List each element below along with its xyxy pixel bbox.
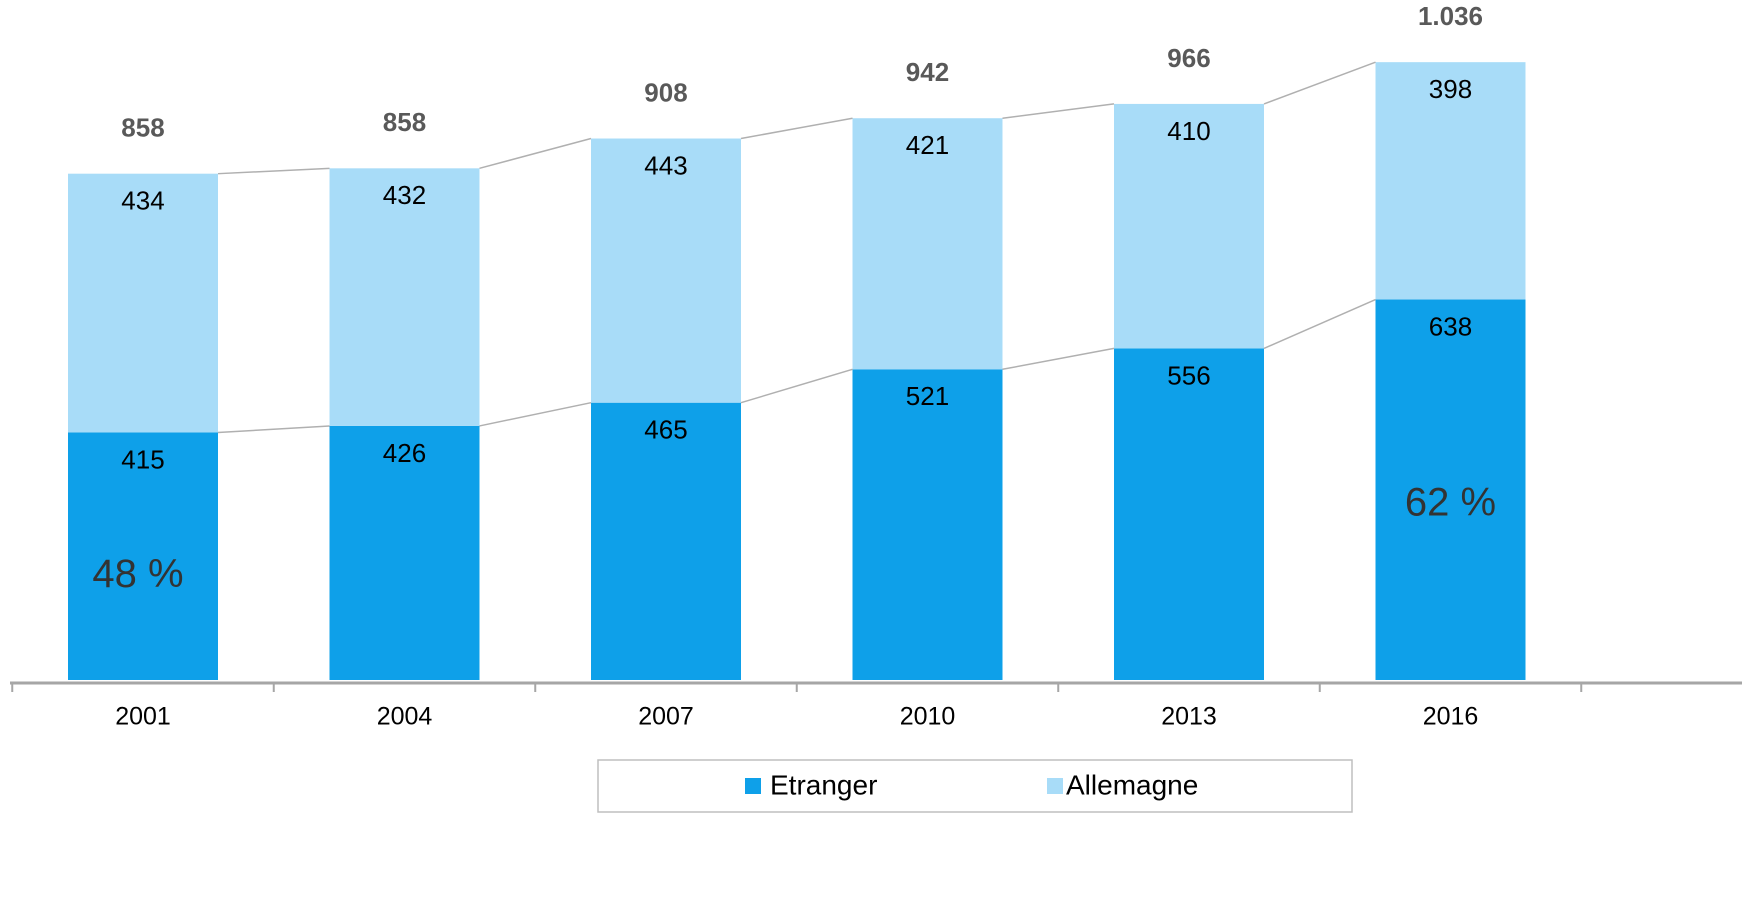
segment-label: 434 [121, 186, 164, 216]
x-tick-label: 2001 [115, 703, 171, 731]
bar-segment [852, 118, 1003, 370]
segment-label: 421 [906, 130, 949, 160]
segment-label: 443 [644, 150, 687, 180]
legend-swatch [745, 778, 761, 794]
segment-label: 521 [906, 381, 949, 411]
x-tick-label: 2010 [900, 703, 956, 731]
bar-segment [68, 173, 218, 433]
segment-label: 410 [1167, 116, 1210, 146]
total-label: 858 [383, 107, 426, 137]
bar-segment [591, 138, 741, 403]
x-tick-label: 2007 [638, 703, 694, 731]
annotation: 62 % [1405, 480, 1496, 524]
connector-line [217, 425, 330, 434]
connector-line [1002, 103, 1115, 119]
legend-label: Etranger [770, 769, 877, 800]
bar-segment [852, 369, 1003, 680]
x-tick-label: 2013 [1161, 703, 1217, 731]
bar-segment [1375, 62, 1526, 300]
connector-line [740, 117, 853, 140]
bar-segment [68, 432, 218, 680]
x-tick-label: 2004 [377, 703, 433, 731]
total-label: 1.036 [1418, 1, 1483, 31]
total-label: 942 [906, 57, 949, 87]
segment-label: 426 [383, 438, 426, 468]
total-label: 858 [121, 113, 164, 143]
legend-label: Allemagne [1066, 769, 1198, 800]
segment-label: 415 [121, 444, 164, 474]
connector-line [1002, 347, 1115, 371]
segment-label: 398 [1429, 74, 1472, 104]
connector-line [1263, 298, 1376, 350]
bar-segment [591, 402, 741, 680]
segment-label: 465 [644, 415, 687, 445]
legend-box [597, 759, 1353, 813]
bar-segment [329, 425, 480, 680]
bar-segment [1114, 103, 1264, 349]
total-label: 908 [644, 77, 687, 107]
bar-segment [1114, 348, 1264, 680]
legend-swatch [1047, 778, 1063, 794]
connector-line [1263, 61, 1376, 105]
bar-segment [1375, 299, 1526, 680]
connector-line [479, 137, 592, 170]
connector-line [479, 401, 592, 427]
x-tick-label: 2016 [1423, 703, 1479, 731]
connector-line [217, 167, 330, 175]
segment-label: 556 [1167, 360, 1210, 390]
total-label: 966 [1167, 43, 1210, 73]
annotation: 48 % [92, 552, 183, 596]
segment-label: 638 [1429, 311, 1472, 341]
connector-line [740, 368, 853, 404]
bar-segment [329, 168, 480, 426]
segment-label: 432 [383, 180, 426, 210]
